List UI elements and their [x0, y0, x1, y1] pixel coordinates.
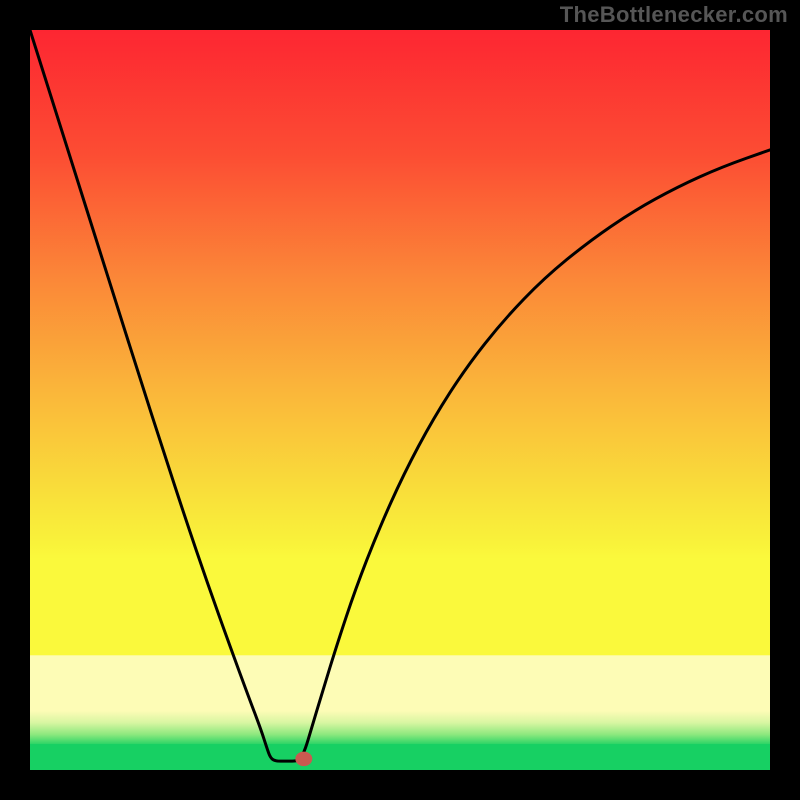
chart-container: TheBottlenecker.com	[0, 0, 800, 800]
background-layer	[30, 744, 770, 770]
valley-marker	[295, 752, 312, 766]
background-layer	[30, 711, 770, 745]
watermark-text: TheBottlenecker.com	[560, 2, 788, 28]
gradient-plot-svg	[30, 30, 770, 770]
background-layer	[30, 655, 770, 711]
plot-area	[30, 30, 770, 770]
background-layer	[30, 30, 770, 656]
